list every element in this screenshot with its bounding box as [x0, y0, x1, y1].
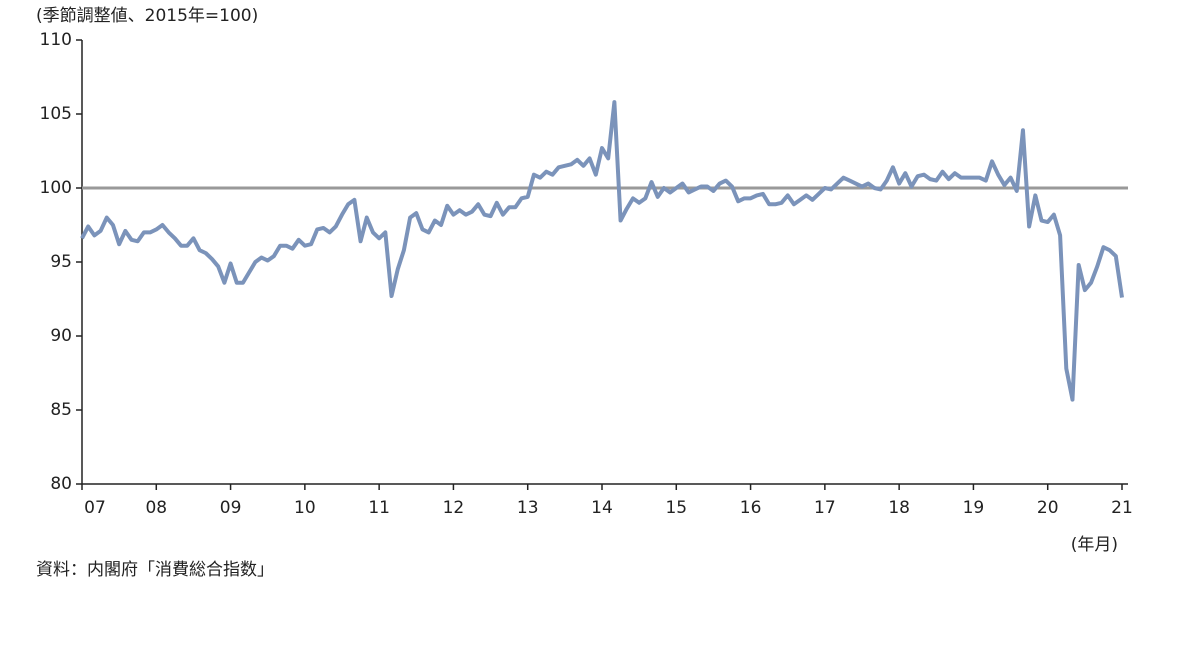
x-axis-label: (年月) [1071, 535, 1118, 555]
y-tick-label: 80 [50, 474, 72, 494]
x-tick-label: 20 [1037, 498, 1059, 518]
x-tick-label: 21 [1111, 498, 1133, 518]
x-tick-label: 15 [665, 498, 687, 518]
x-tick-label: 19 [963, 498, 985, 518]
y-tick-label: 85 [50, 400, 72, 420]
x-tick-label: 18 [888, 498, 910, 518]
x-tick-label: 09 [220, 498, 242, 518]
x-tick-label: 12 [443, 498, 465, 518]
x-tick-label: 11 [368, 498, 390, 518]
y-tick-label: 105 [40, 104, 72, 124]
x-tick-label: 16 [740, 498, 762, 518]
y-tick-label: 100 [40, 178, 72, 198]
y-axis-unit: (季節調整値、2015年=100) [36, 6, 258, 26]
y-tick-label: 110 [40, 30, 72, 50]
x-tick-label: 17 [814, 498, 836, 518]
y-tick-label: 95 [50, 252, 72, 272]
data-line [80, 100, 1124, 402]
source-note: 資料：内閣府「消費総合指数」 [36, 560, 274, 580]
y-tick-label: 90 [50, 326, 72, 346]
x-tick-label: 13 [517, 498, 539, 518]
x-tick-label: 14 [591, 498, 613, 518]
x-tick-label: 08 [145, 498, 167, 518]
x-tick-label: 07 [84, 498, 106, 518]
x-tick-label: 10 [294, 498, 316, 518]
